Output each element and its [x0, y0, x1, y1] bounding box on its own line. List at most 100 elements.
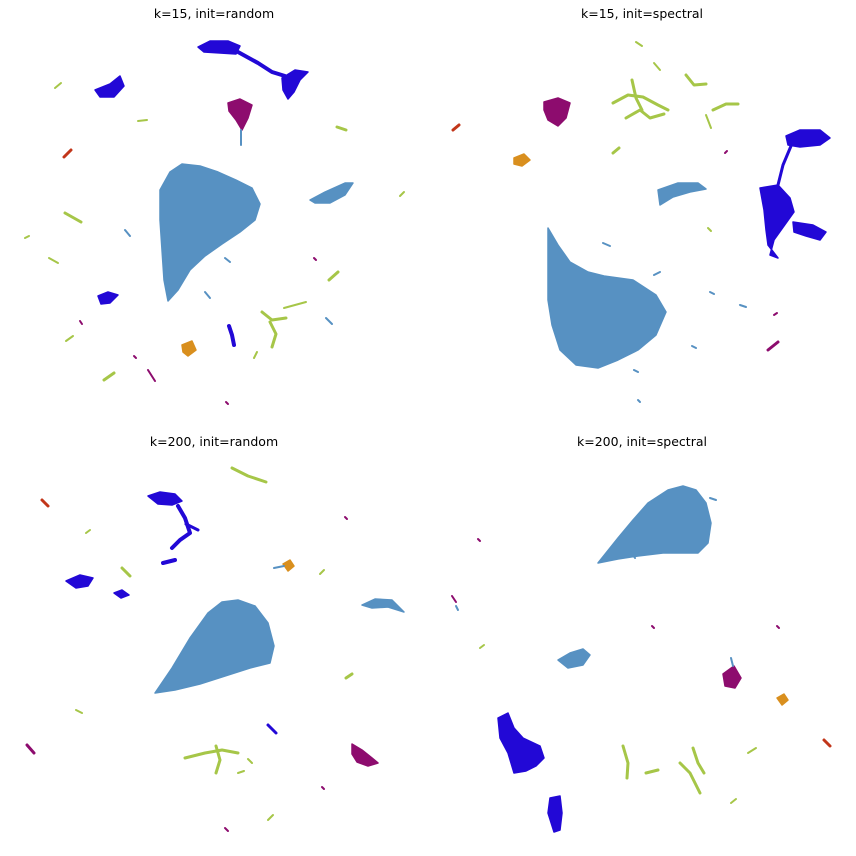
cluster-lime-7 [644, 768, 660, 775]
cluster-steelblue-21 [455, 605, 459, 611]
cluster-steelblue-30 [224, 257, 231, 263]
cluster-lime-7 [611, 93, 670, 112]
cluster-lime-24 [102, 371, 116, 382]
cluster-lime-9 [630, 78, 644, 112]
panel-title: k=200, init=spectral [577, 434, 707, 449]
cluster-steelblue-22 [602, 242, 611, 247]
cluster-lime-12 [479, 644, 485, 649]
cluster-lime-26 [253, 351, 258, 359]
cluster-magenta-17 [651, 625, 655, 629]
cluster-magenta-11 [224, 827, 229, 832]
cluster-red-15 [62, 148, 73, 159]
cluster-red-27 [40, 498, 50, 508]
cluster-blue-2 [147, 491, 183, 506]
cluster-magenta-6 [227, 98, 253, 131]
cluster-steelblue-20 [709, 497, 717, 501]
cluster-steelblue-28 [124, 229, 131, 237]
panel-title: k=15, init=spectral [581, 6, 703, 21]
cluster-steelblue-26 [691, 345, 697, 349]
cluster-steelblue-24 [709, 291, 715, 295]
cluster-lime-11 [635, 41, 643, 47]
cluster-lime-17 [214, 744, 222, 775]
cluster-lime-23 [247, 758, 253, 764]
cluster-magenta-12 [321, 786, 325, 790]
cluster-lime-25 [65, 335, 74, 342]
cluster-blue-7 [113, 589, 130, 599]
cluster-blue-5 [94, 75, 125, 98]
cluster-magenta-16 [477, 538, 481, 542]
cluster-magenta-33 [313, 257, 317, 261]
cluster-lime-10 [653, 62, 661, 71]
cluster-magenta-9 [351, 743, 379, 767]
cluster-orange-18 [513, 153, 531, 167]
cluster-magenta-10 [25, 743, 36, 755]
cluster-blue-2 [497, 712, 545, 774]
cluster-steelblue-1 [309, 182, 354, 204]
cluster-lime-19 [48, 257, 59, 264]
cluster-blue-5 [161, 558, 177, 565]
cluster-lime-16 [183, 748, 240, 760]
cluster-magenta-31 [79, 320, 83, 325]
cluster-lime-18 [63, 211, 83, 224]
panel-title: k=200, init=random [149, 434, 279, 449]
cluster-blue-8 [97, 291, 119, 305]
cluster-steelblue-19 [630, 551, 636, 559]
cluster-red-14 [822, 738, 832, 748]
cluster-steelblue-27 [633, 369, 639, 373]
cluster-lime-14 [230, 466, 268, 484]
cluster-blue-4 [184, 522, 200, 532]
cluster-magenta-6 [543, 97, 571, 127]
scatter-plot [25, 466, 405, 832]
cluster-steelblue-27 [325, 317, 333, 325]
cluster-magenta-4 [722, 665, 742, 689]
cluster-lime-12 [684, 73, 708, 87]
cluster-steelblue-5 [730, 657, 734, 667]
cluster-lime-20 [24, 235, 30, 239]
cluster-orange-13 [776, 693, 789, 706]
cluster-steelblue-1 [557, 648, 591, 669]
cluster-blue-5 [792, 221, 827, 241]
cluster-magenta-21 [724, 150, 728, 154]
cluster-orange-13 [181, 340, 197, 357]
scatter-plot [451, 485, 832, 833]
cluster-lime-15 [120, 566, 132, 578]
cluster-lime-8 [624, 108, 666, 120]
scatter-plot [24, 40, 405, 405]
cluster-blue-3 [776, 144, 793, 187]
cluster-steelblue-0 [159, 163, 261, 302]
cluster-blue-4 [281, 69, 309, 100]
cluster-lime-11 [730, 798, 737, 804]
cluster-steelblue-0 [597, 485, 712, 564]
cluster-lime-9 [691, 746, 706, 775]
cluster-lime-20 [344, 672, 354, 680]
cluster-lime-8 [678, 761, 702, 795]
cluster-steelblue-1 [361, 598, 405, 613]
cluster-red-17 [451, 123, 461, 132]
cluster-blue-3 [170, 504, 192, 550]
panel-k200-spectral: k=200, init=spectral [428, 428, 856, 856]
cluster-lime-24 [237, 770, 245, 774]
cluster-blue-3 [236, 50, 287, 78]
cluster-steelblue-29 [204, 291, 211, 299]
cluster-steelblue-28 [637, 399, 641, 403]
cluster-steelblue-1 [657, 182, 707, 206]
cluster-blue-3 [547, 795, 563, 833]
cluster-lime-22 [327, 270, 340, 282]
cluster-lime-21 [75, 709, 83, 714]
cluster-steelblue-0 [154, 599, 275, 694]
cluster-lime-17 [137, 119, 148, 122]
cluster-orange-25 [282, 559, 295, 572]
panel-k200-random: k=200, init=random [0, 428, 428, 856]
cluster-lime-19 [319, 569, 325, 575]
cluster-lime-11 [268, 320, 278, 349]
cluster-magenta-34 [133, 355, 137, 359]
cluster-lime-21 [335, 125, 348, 132]
cluster-blue-6 [65, 574, 94, 589]
cluster-steelblue-26 [273, 565, 285, 569]
scatter-plot [451, 41, 831, 403]
cluster-lime-12 [283, 301, 307, 309]
cluster-lime-18 [85, 529, 91, 534]
cluster-blue-2 [785, 129, 831, 148]
cluster-blue-9 [227, 324, 236, 347]
panel-title: k=15, init=random [153, 6, 275, 21]
